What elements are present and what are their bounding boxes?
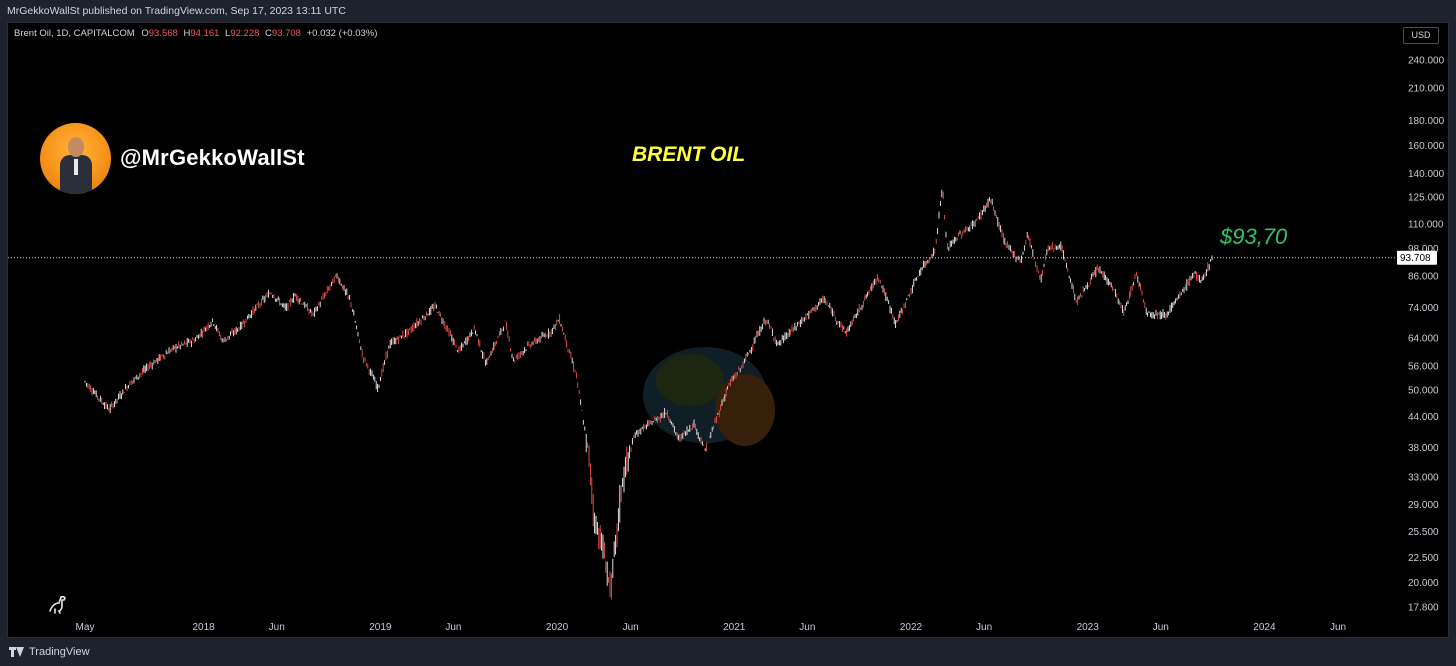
- price-annotation: $93,70: [1220, 224, 1288, 249]
- price-tick-0: 240.000: [1408, 56, 1445, 67]
- time-tick-13: 2024: [1253, 622, 1276, 633]
- footer-bar: TradingView: [0, 638, 1456, 666]
- footer-brand[interactable]: TradingView: [29, 646, 90, 658]
- price-tick-16: 29.000: [1408, 500, 1439, 511]
- low-value: 92.228: [230, 28, 260, 39]
- avatar: [40, 123, 111, 194]
- high-value: 94.161: [190, 28, 220, 39]
- time-tick-2: Jun: [269, 622, 285, 633]
- change-value: +0.032 (+0.03%): [306, 28, 378, 39]
- price-tick-9: 74.000: [1408, 303, 1439, 314]
- time-tick-14: Jun: [1330, 622, 1346, 633]
- author-handle: @MrGekkoWallSt: [120, 145, 305, 170]
- time-tick-6: Jun: [623, 622, 639, 633]
- price-tick-15: 33.000: [1408, 473, 1439, 484]
- price-tick-5: 125.000: [1408, 193, 1445, 204]
- price-axis: 240.000 210.000 180.000 160.000 140.000 125.0…: [1408, 56, 1445, 614]
- price-tick-1: 210.000: [1408, 84, 1445, 95]
- price-tick-20: 17.800: [1408, 603, 1439, 614]
- open-key: O: [141, 28, 149, 39]
- last-price-label: 93.708: [1400, 253, 1431, 264]
- time-tick-9: 2022: [900, 622, 923, 633]
- price-tick-8: 86.000: [1408, 271, 1439, 282]
- time-tick-3: 2019: [369, 622, 392, 633]
- chart-frame[interactable]: [7, 22, 1449, 638]
- price-tick-2: 180.000: [1408, 116, 1445, 127]
- price-tick-14: 38.000: [1408, 443, 1439, 454]
- dino-icon[interactable]: [47, 594, 69, 614]
- price-tick-11: 56.000: [1408, 362, 1439, 373]
- symbol-label: Brent Oil, 1D, CAPITALCOM: [14, 28, 135, 39]
- price-tick-3: 160.000: [1408, 141, 1445, 152]
- time-tick-11: 2023: [1077, 622, 1100, 633]
- time-tick-4: Jun: [445, 622, 461, 633]
- time-tick-8: Jun: [799, 622, 815, 633]
- time-axis: May 2018 Jun 2019 Jun 2020 Jun 2021 Jun 2022 Jun 20…: [76, 622, 1347, 633]
- high-key: H: [183, 28, 191, 39]
- low-key: L: [225, 28, 231, 39]
- price-tick-18: 22.500: [1408, 553, 1439, 564]
- chameleon-watermark: [643, 347, 775, 446]
- price-tick-4: 140.000: [1408, 169, 1445, 180]
- close-key: C: [265, 28, 272, 39]
- time-tick-12: Jun: [1153, 622, 1169, 633]
- last-price-tag: 93.708: [1397, 250, 1437, 265]
- time-tick-10: Jun: [976, 622, 992, 633]
- price-tick-10: 64.000: [1408, 333, 1439, 344]
- price-tick-17: 25.500: [1408, 527, 1439, 538]
- time-tick-7: 2021: [723, 622, 746, 633]
- currency-button[interactable]: USD: [1403, 27, 1439, 44]
- time-tick-0: May: [76, 622, 95, 633]
- ohlc-legend: Brent Oil, 1D, CAPITALCOM O93.568 H94.16…: [14, 28, 377, 39]
- candle-series: [84, 189, 1213, 600]
- open-value: 93.568: [148, 28, 178, 39]
- price-tick-19: 20.000: [1408, 578, 1439, 589]
- tradingview-logo-icon[interactable]: [9, 647, 25, 657]
- close-value: 93.708: [271, 28, 301, 39]
- published-header: MrGekkoWallSt published on TradingView.c…: [0, 0, 1456, 22]
- price-tick-7: 98.000: [1408, 244, 1439, 255]
- price-tick-13: 44.000: [1408, 412, 1439, 423]
- time-tick-1: 2018: [192, 622, 215, 633]
- price-tick-6: 110.000: [1408, 220, 1444, 231]
- time-tick-5: 2020: [546, 622, 569, 633]
- price-tick-12: 50.000: [1408, 385, 1439, 396]
- chart-title: BRENT OIL: [632, 143, 746, 166]
